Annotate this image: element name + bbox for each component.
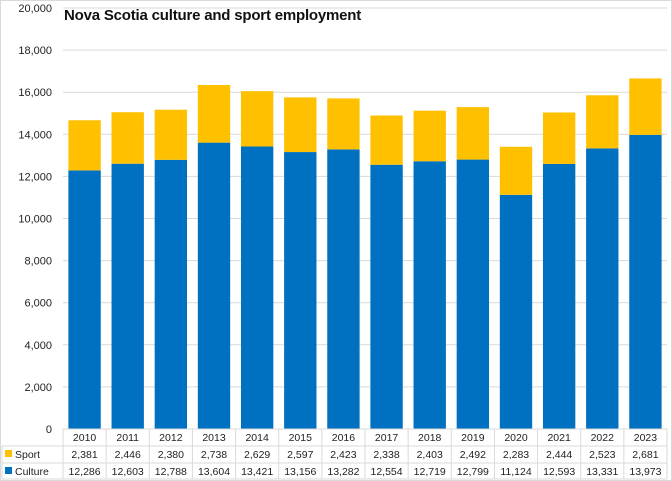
bar-culture — [327, 149, 360, 430]
y-tick-label: 12,000 — [18, 171, 52, 183]
y-tick-label: 6,000 — [24, 298, 52, 310]
bar-culture — [413, 161, 446, 429]
y-tick-label: 0 — [46, 424, 52, 436]
y-tick-label: 14,000 — [18, 129, 52, 141]
y-tick-label: 2,000 — [24, 382, 52, 394]
bar-sport — [542, 112, 576, 164]
x-tick-label: 2021 — [547, 432, 571, 444]
table-value-sport: 2,380 — [158, 449, 184, 461]
x-tick-label: 2013 — [202, 432, 226, 444]
x-tick-label: 2010 — [73, 432, 97, 444]
bar-sport — [68, 120, 101, 171]
bar-sport — [413, 110, 446, 162]
bar-sport — [197, 85, 231, 143]
bar-sport — [586, 95, 619, 149]
bar-sport — [284, 97, 317, 153]
y-tick-label: 8,000 — [24, 256, 52, 268]
table-value-culture: 13,331 — [586, 466, 618, 478]
table-value-culture: 12,286 — [69, 466, 101, 478]
bar-culture — [499, 194, 533, 429]
table-value-culture: 12,593 — [543, 466, 575, 478]
y-tick-label: 16,000 — [18, 87, 52, 99]
table-value-sport: 2,423 — [330, 449, 356, 461]
x-tick-label: 2017 — [375, 432, 399, 444]
bar-culture — [197, 142, 231, 429]
x-tick-label: 2022 — [591, 432, 615, 444]
table-value-sport: 2,597 — [287, 449, 313, 461]
legend-label-culture: Culture — [15, 466, 49, 478]
x-tick-label: 2019 — [461, 432, 485, 444]
x-tick-label: 2016 — [332, 432, 356, 444]
bar-sport — [629, 78, 662, 135]
table-value-sport: 2,738 — [201, 449, 227, 461]
bar-sport — [111, 112, 144, 164]
table-value-culture: 13,973 — [629, 466, 661, 478]
table-value-sport: 2,338 — [373, 449, 399, 461]
table-value-culture: 12,603 — [112, 466, 144, 478]
table-value-sport: 2,381 — [71, 449, 97, 461]
table-value-culture: 13,421 — [241, 466, 273, 478]
bar-culture — [111, 163, 144, 429]
bar-culture — [629, 134, 662, 429]
table-value-sport: 2,523 — [589, 449, 615, 461]
table-value-sport: 2,283 — [503, 449, 529, 461]
legend-key-sport — [5, 450, 12, 457]
table-value-sport: 2,444 — [546, 449, 572, 461]
table-value-culture: 11,124 — [500, 466, 531, 478]
table-value-culture: 13,282 — [327, 466, 359, 478]
table-value-culture: 13,156 — [284, 466, 316, 478]
table-value-culture: 12,799 — [457, 466, 489, 478]
table-value-culture: 12,788 — [155, 466, 187, 478]
table-value-sport: 2,681 — [632, 449, 658, 461]
bar-culture — [284, 152, 317, 429]
x-tick-label: 2012 — [159, 432, 183, 444]
bar-culture — [456, 159, 490, 429]
x-tick-label: 2015 — [289, 432, 313, 444]
legend-key-culture — [5, 467, 12, 474]
bar-sport — [456, 107, 490, 160]
x-tick-label: 2011 — [116, 432, 139, 444]
legend-label-sport: Sport — [15, 449, 40, 461]
bar-culture — [542, 163, 576, 429]
bar-sport — [154, 109, 188, 160]
table-value-sport: 2,492 — [460, 449, 486, 461]
table-value-culture: 13,604 — [198, 466, 230, 478]
table-value-sport: 2,403 — [417, 449, 443, 461]
bar-culture — [240, 146, 274, 429]
bar-sport — [499, 146, 533, 195]
y-tick-label: 20,000 — [18, 3, 52, 15]
y-tick-label: 10,000 — [18, 214, 52, 226]
y-tick-label: 4,000 — [24, 340, 52, 352]
x-tick-label: 2014 — [245, 432, 269, 444]
y-tick-label: 18,000 — [18, 45, 52, 57]
x-tick-label: 2020 — [504, 432, 528, 444]
bar-sport — [327, 98, 360, 150]
table-value-culture: 12,719 — [414, 466, 446, 478]
x-tick-label: 2023 — [634, 432, 658, 444]
bar-culture — [154, 159, 188, 429]
bar-sport — [370, 115, 403, 165]
table-value-sport: 2,629 — [244, 449, 270, 461]
bar-culture — [586, 148, 619, 429]
bar-sport — [240, 91, 274, 147]
table-value-sport: 2,446 — [115, 449, 141, 461]
table-value-culture: 12,554 — [371, 466, 403, 478]
bar-culture — [370, 164, 403, 430]
chart-title: Nova Scotia culture and sport employment — [64, 7, 362, 24]
bar-culture — [68, 170, 101, 429]
x-tick-label: 2018 — [418, 432, 442, 444]
